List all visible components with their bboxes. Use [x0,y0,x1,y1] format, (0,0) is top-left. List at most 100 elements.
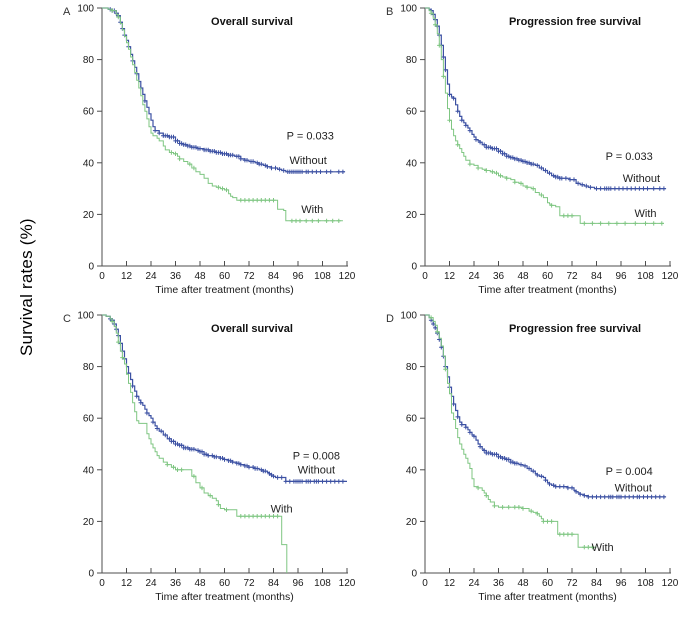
svg-text:84: 84 [591,271,603,282]
x-axis-label: Time after treatment (months) [155,591,293,603]
panel-title: Overall survival [211,16,293,28]
svg-text:72: 72 [243,271,255,282]
group-label-without: Without [623,173,660,185]
tick-labels: 0 20 40 60 80 100 0 12 24 36 48 60 72 84 96 108 120 [400,4,678,283]
svg-text:24: 24 [145,271,157,282]
svg-text:60: 60 [542,271,554,282]
panel-c-chart: 0 20 40 60 80 100 0 12 24 36 48 60 72 84 96 108 120 C Over… [63,311,356,604]
svg-text:120: 120 [339,578,356,589]
svg-text:60: 60 [542,578,554,589]
svg-text:108: 108 [314,578,331,589]
censor-marks [110,8,341,223]
svg-text:60: 60 [406,107,418,118]
svg-text:40: 40 [406,465,418,476]
axes [97,314,348,574]
x-axis-label: Time after treatment (months) [478,591,616,603]
panel-b-chart: 0 20 40 60 80 100 0 12 24 36 48 60 72 84 96 108 120 B Prog… [386,4,679,297]
svg-text:0: 0 [88,569,94,580]
svg-text:60: 60 [83,107,95,118]
censor-marks [428,315,595,550]
svg-text:0: 0 [422,271,428,282]
svg-text:80: 80 [406,362,418,373]
svg-text:108: 108 [637,271,654,282]
svg-text:108: 108 [314,271,331,282]
km-curve-without [425,7,667,191]
group-label-without: Without [290,155,327,167]
tick-labels: 0 20 40 60 80 100 0 12 24 36 48 60 72 84 96 108 120 [77,4,355,283]
svg-text:108: 108 [637,578,654,589]
svg-text:120: 120 [662,578,679,589]
svg-text:24: 24 [468,271,480,282]
group-label-with: With [271,503,293,515]
svg-text:100: 100 [400,4,417,15]
svg-text:0: 0 [422,578,428,589]
axes [420,314,671,574]
svg-text:96: 96 [292,578,304,589]
svg-text:80: 80 [83,55,95,66]
svg-text:72: 72 [566,578,578,589]
panel-letter: A [63,6,71,18]
svg-text:80: 80 [83,362,95,373]
svg-text:40: 40 [83,465,95,476]
svg-text:72: 72 [566,271,578,282]
panel-d-chart: 0 20 40 60 80 100 0 12 24 36 48 60 72 84 96 108 120 D Prog… [386,311,679,604]
tick-labels: 0 20 40 60 80 100 0 12 24 36 48 60 72 84 96 108 120 [77,311,355,590]
x-axis-label: Time after treatment (months) [155,284,293,296]
svg-text:100: 100 [400,311,417,322]
km-curve-with [102,7,343,223]
svg-text:100: 100 [77,311,94,322]
svg-text:60: 60 [83,414,95,425]
svg-text:60: 60 [219,271,231,282]
svg-text:24: 24 [145,578,157,589]
group-label-without: Without [615,483,652,495]
axes [97,7,348,267]
svg-text:96: 96 [292,271,304,282]
svg-text:48: 48 [194,578,206,589]
svg-text:100: 100 [77,4,94,15]
svg-text:20: 20 [406,210,418,221]
panel-title: Progression free survival [509,323,641,335]
svg-text:20: 20 [406,517,418,528]
svg-text:120: 120 [339,271,356,282]
group-label-with: With [592,542,614,554]
censor-marks [428,11,664,226]
svg-text:0: 0 [99,578,105,589]
km-curve-with [425,7,664,226]
svg-text:12: 12 [444,271,456,282]
km-curve-without [102,7,346,174]
panel-letter: B [386,6,393,18]
svg-text:48: 48 [517,578,529,589]
p-value-label: P = 0.004 [606,466,653,478]
svg-text:0: 0 [88,262,94,273]
x-axis-label: Time after treatment (months) [478,284,616,296]
survival-step-line [102,7,345,173]
censor-marks [108,7,346,174]
panel-letter: D [386,313,394,325]
censor-marks [110,319,280,519]
svg-text:84: 84 [268,578,280,589]
tick-labels: 0 20 40 60 80 100 0 12 24 36 48 60 72 84 96 108 120 [400,311,678,590]
svg-text:48: 48 [194,271,206,282]
survival-step-line [425,314,597,548]
svg-text:40: 40 [406,158,418,169]
p-value-label: P = 0.033 [606,151,653,163]
km-curve-with [425,314,597,550]
svg-text:36: 36 [493,578,505,589]
axes [420,7,671,267]
group-label-with: With [301,204,323,216]
panel-title: Overall survival [211,323,293,335]
svg-text:96: 96 [615,578,627,589]
group-label-with: With [635,208,657,220]
panel-title: Progression free survival [509,16,641,28]
panel-a-chart: 0 20 40 60 80 100 0 12 24 36 48 60 72 84 96 108 120 A Over… [63,4,356,297]
svg-text:36: 36 [493,271,505,282]
panel-letter: C [63,313,71,325]
svg-text:120: 120 [662,271,679,282]
svg-text:60: 60 [406,414,418,425]
svg-text:20: 20 [83,517,95,528]
svg-text:20: 20 [83,210,95,221]
survival-step-line [425,7,664,224]
svg-text:24: 24 [468,578,480,589]
p-value-label: P = 0.033 [287,131,334,143]
